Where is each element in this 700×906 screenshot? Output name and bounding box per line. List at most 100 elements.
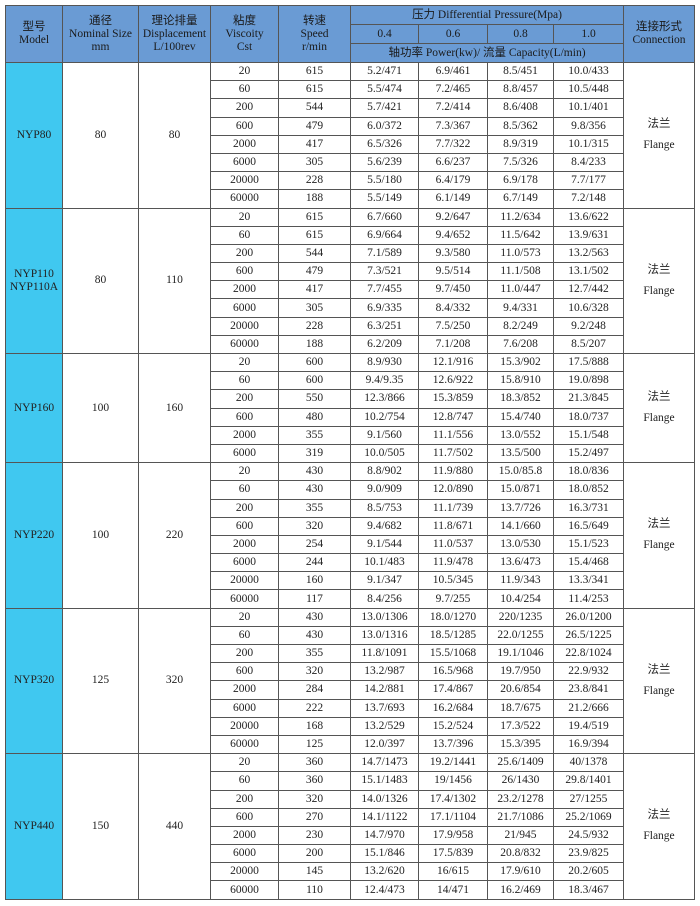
table-row: 60 615 5.5/474 7.2/465 8.8/457 10.5/448 xyxy=(6,80,695,100)
header-displacement: 理论排量 Displacement L/100rev xyxy=(138,5,211,63)
speed-cell: 355 xyxy=(278,425,351,445)
power-capacity-0.6: 9.4/652 xyxy=(418,225,488,245)
model-name: NYP110A xyxy=(9,280,59,293)
power-capacity-0.6: 12.0/890 xyxy=(418,480,488,500)
header-pressure-value: 0.6 xyxy=(418,24,488,44)
power-capacity-1.0: 26.5/1225 xyxy=(552,625,625,646)
power-capacity-1.0: 19.0/898 xyxy=(552,371,625,391)
power-capacity-1.0: 7.7/177 xyxy=(552,171,625,191)
viscosity-cell: 20000 xyxy=(210,171,279,191)
speed-cell: 168 xyxy=(278,716,351,736)
speed-cell: 544 xyxy=(278,98,351,118)
table-row: 200 544 5.7/421 7.2/414 8.6/408 10.1/401 xyxy=(6,98,695,118)
power-capacity-0.4: 9.4/682 xyxy=(350,516,419,536)
power-capacity-0.4: 8.5/753 xyxy=(350,498,419,518)
speed-cell: 544 xyxy=(278,243,351,264)
header-connection-en: Connection xyxy=(632,34,686,46)
header-speed-en: Speed xyxy=(300,27,329,40)
nominal-size-cell: 100 xyxy=(62,352,139,464)
power-capacity-1.0: 21.2/666 xyxy=(552,698,625,718)
connection-en: Flange xyxy=(643,684,675,697)
table-row: NYP440 150 440 20 360 14.7/1473 19.2/1441 25.6/… xyxy=(5,753,696,900)
viscosity-cell: 200 xyxy=(210,643,279,664)
power-capacity-0.6: 19.2/1441 xyxy=(418,753,488,773)
power-capacity-0.6: 17.4/1302 xyxy=(418,789,488,809)
speed-cell: 615 xyxy=(278,61,351,82)
power-capacity-0.4: 9.1/544 xyxy=(350,534,419,555)
power-capacity-0.6: 9.5/514 xyxy=(418,262,488,282)
header-pressure-value: 0.4 xyxy=(350,24,419,44)
header-speed-cn: 转速 xyxy=(303,14,326,27)
speed-cell: 117 xyxy=(278,589,351,609)
connection-en: Flange xyxy=(643,284,675,297)
speed-cell: 305 xyxy=(278,298,351,318)
speed-cell: 615 xyxy=(278,207,351,227)
header-viscosity-en: Viscoity xyxy=(225,27,264,40)
power-capacity-0.4: 13.2/529 xyxy=(350,716,419,736)
header-viscosity-unit: Cst xyxy=(236,40,253,53)
power-capacity-0.8: 17.3/522 xyxy=(487,716,554,736)
power-capacity-0.4: 9.1/560 xyxy=(350,425,419,445)
power-capacity-1.0: 15.1/548 xyxy=(552,425,625,445)
power-capacity-0.8: 11.0/573 xyxy=(487,243,554,264)
power-capacity-0.4: 6.9/664 xyxy=(350,225,419,245)
power-capacity-0.4: 11.8/1091 xyxy=(350,643,419,664)
power-capacity-1.0: 13.1/502 xyxy=(552,262,625,282)
speed-cell: 319 xyxy=(278,443,351,464)
power-capacity-0.6: 12.8/747 xyxy=(418,407,488,427)
power-capacity-0.8: 11.2/634 xyxy=(487,207,554,227)
model-cell: NYP440 xyxy=(5,753,63,900)
power-capacity-0.6: 11.1/556 xyxy=(418,425,488,445)
viscosity-cell: 60 xyxy=(210,480,279,500)
speed-cell: 320 xyxy=(278,662,351,682)
table-row: 60000 117 8.4/256 9.7/255 10.4/254 11.4/253 xyxy=(6,589,695,609)
connection-en: Flange xyxy=(643,539,675,552)
power-capacity-0.4: 14.0/1326 xyxy=(350,789,419,809)
header-nominal-en: Nominal Size xyxy=(69,27,132,40)
power-capacity-1.0: 13.6/622 xyxy=(552,207,625,227)
viscosity-cell: 60000 xyxy=(210,734,279,755)
table-row: 60 600 9.4/9.35 12.6/922 15.8/910 19.0/898 xyxy=(6,371,695,391)
power-capacity-0.6: 7.3/367 xyxy=(418,116,488,136)
power-capacity-0.4: 7.3/521 xyxy=(350,262,419,282)
table-row: 60000 188 5.5/149 6.1/149 6.7/149 7.2/148 xyxy=(6,189,695,209)
power-capacity-0.6: 11.7/502 xyxy=(418,443,488,464)
header-pressure-value: 0.8 xyxy=(487,24,554,44)
power-capacity-0.6: 15.3/859 xyxy=(418,389,488,409)
model-cell: NYP160 xyxy=(5,352,63,464)
header-displacement-cn: 理论排量 xyxy=(151,14,198,27)
power-capacity-0.8: 15.0/85.8 xyxy=(487,462,554,482)
power-capacity-1.0: 9.2/248 xyxy=(552,316,625,336)
power-capacity-0.4: 15.1/846 xyxy=(350,844,419,864)
speed-cell: 360 xyxy=(278,753,351,773)
connection-cn: 法兰 xyxy=(647,118,671,131)
power-capacity-0.8: 7.6/208 xyxy=(487,334,554,355)
table-row: 200 544 7.1/589 9.3/580 11.0/573 13.2/563 xyxy=(6,243,695,264)
power-capacity-0.4: 14.2/881 xyxy=(350,680,419,700)
speed-cell: 222 xyxy=(278,698,351,718)
header-displacement-en: Displacement xyxy=(142,27,207,40)
power-capacity-0.4: 14.7/970 xyxy=(350,825,419,846)
power-capacity-0.8: 6.9/178 xyxy=(487,171,554,191)
power-capacity-0.8: 13.6/473 xyxy=(487,553,554,573)
power-capacity-0.4: 5.5/474 xyxy=(350,80,419,100)
model-name: NYP110 xyxy=(14,267,54,280)
power-capacity-0.4: 6.7/660 xyxy=(350,207,419,227)
power-capacity-0.4: 12.4/473 xyxy=(350,880,419,900)
power-capacity-0.6: 7.2/465 xyxy=(418,80,488,100)
power-capacity-0.4: 13.0/1306 xyxy=(350,607,419,627)
power-capacity-0.6: 9.2/647 xyxy=(418,207,488,227)
table-row: 20000 228 5.5/180 6.4/179 6.9/178 7.7/177 xyxy=(6,171,695,191)
power-capacity-0.6: 8.4/332 xyxy=(418,298,488,318)
displacement-cell: 110 xyxy=(138,207,211,354)
power-capacity-0.4: 13.0/1316 xyxy=(350,625,419,646)
power-capacity-0.8: 8.5/451 xyxy=(487,61,554,82)
table-row: 200 550 12.3/866 15.3/859 18.3/852 21.3/845 xyxy=(6,389,695,409)
power-capacity-0.6: 12.6/922 xyxy=(418,371,488,391)
viscosity-cell: 600 xyxy=(210,116,279,136)
power-capacity-0.4: 13.2/987 xyxy=(350,662,419,682)
power-capacity-1.0: 15.1/523 xyxy=(552,534,625,555)
power-capacity-0.6: 7.7/322 xyxy=(418,134,488,154)
power-capacity-0.6: 16.5/968 xyxy=(418,662,488,682)
power-capacity-1.0: 22.9/932 xyxy=(552,662,625,682)
